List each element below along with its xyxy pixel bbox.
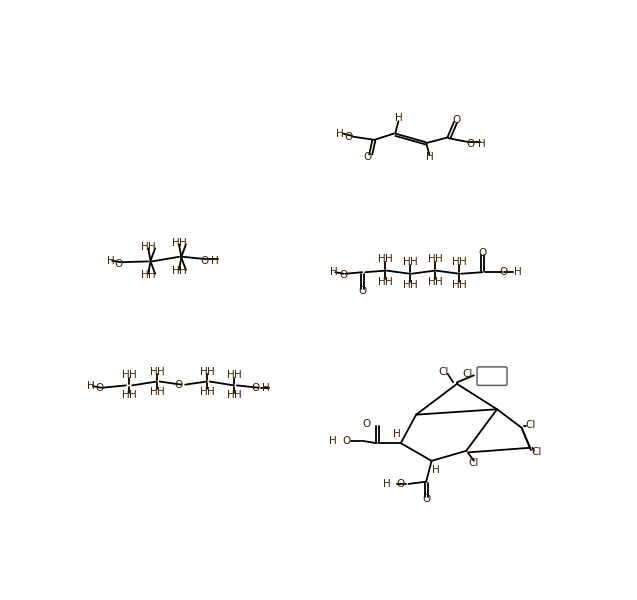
FancyBboxPatch shape — [477, 367, 507, 385]
Text: H: H — [452, 257, 460, 267]
Text: H: H — [459, 257, 467, 267]
Text: H: H — [179, 266, 187, 277]
Text: H: H — [393, 429, 401, 439]
Text: H: H — [150, 386, 157, 397]
Text: Cl: Cl — [438, 367, 448, 377]
Text: O: O — [478, 248, 487, 258]
Text: H: H — [200, 367, 208, 377]
Text: H: H — [434, 277, 442, 287]
Text: H: H — [179, 238, 187, 248]
Text: H: H — [211, 256, 218, 266]
Text: O: O — [397, 479, 405, 489]
Text: H: H — [227, 391, 234, 400]
Text: H: H — [87, 381, 95, 391]
Text: H: H — [478, 139, 485, 149]
Text: H: H — [431, 465, 440, 475]
Text: O: O — [364, 152, 372, 163]
Text: H: H — [378, 277, 386, 287]
Text: H: H — [329, 436, 337, 446]
Text: H: H — [385, 277, 393, 287]
Text: H: H — [200, 386, 208, 397]
Text: H: H — [403, 257, 411, 267]
Text: H: H — [106, 256, 115, 266]
Text: Abs: Abs — [483, 371, 500, 380]
Text: H: H — [148, 270, 156, 280]
Text: H: H — [330, 267, 338, 277]
Text: H: H — [427, 277, 436, 287]
Text: H: H — [157, 367, 164, 377]
Text: O: O — [114, 259, 122, 269]
Text: O: O — [423, 494, 431, 505]
Text: O: O — [251, 383, 259, 394]
Text: H: H — [385, 254, 393, 264]
Text: H: H — [227, 370, 234, 380]
Text: O: O — [500, 267, 508, 277]
Text: H: H — [336, 128, 344, 139]
Text: H: H — [514, 267, 522, 277]
Text: Cl: Cl — [532, 448, 542, 457]
Text: H: H — [410, 257, 418, 267]
Text: H: H — [426, 152, 434, 163]
Text: H: H — [150, 367, 157, 377]
Text: H: H — [148, 242, 156, 252]
Text: H: H — [206, 386, 215, 397]
Text: H: H — [206, 367, 215, 377]
Text: O: O — [466, 139, 474, 149]
Text: H: H — [129, 370, 137, 380]
Text: O: O — [200, 256, 208, 266]
Text: H: H — [122, 370, 130, 380]
Text: O: O — [96, 383, 104, 394]
Text: H: H — [172, 238, 180, 248]
Text: H: H — [459, 280, 467, 290]
Text: H: H — [129, 391, 137, 400]
Text: O: O — [174, 380, 182, 391]
Text: Cl: Cl — [462, 369, 473, 379]
Text: H: H — [383, 479, 390, 489]
Text: H: H — [396, 113, 403, 123]
Text: H: H — [141, 270, 149, 280]
Text: H: H — [410, 280, 418, 290]
Text: H: H — [157, 386, 164, 397]
Text: H: H — [122, 391, 130, 400]
Text: H: H — [234, 391, 241, 400]
Text: H: H — [172, 266, 180, 277]
Text: H: H — [234, 370, 241, 380]
Text: O: O — [362, 419, 370, 429]
Text: O: O — [343, 436, 351, 446]
Text: H: H — [434, 254, 442, 264]
Text: H: H — [403, 280, 411, 290]
Text: O: O — [339, 269, 347, 280]
Text: H: H — [141, 242, 149, 252]
Text: H: H — [427, 254, 436, 264]
Text: O: O — [358, 286, 366, 296]
Text: O: O — [452, 115, 461, 125]
Text: H: H — [378, 254, 386, 264]
Text: H: H — [452, 280, 460, 290]
Text: Cl: Cl — [525, 419, 535, 430]
Text: Cl: Cl — [469, 458, 479, 468]
Text: H: H — [262, 383, 270, 394]
Text: O: O — [344, 133, 352, 142]
